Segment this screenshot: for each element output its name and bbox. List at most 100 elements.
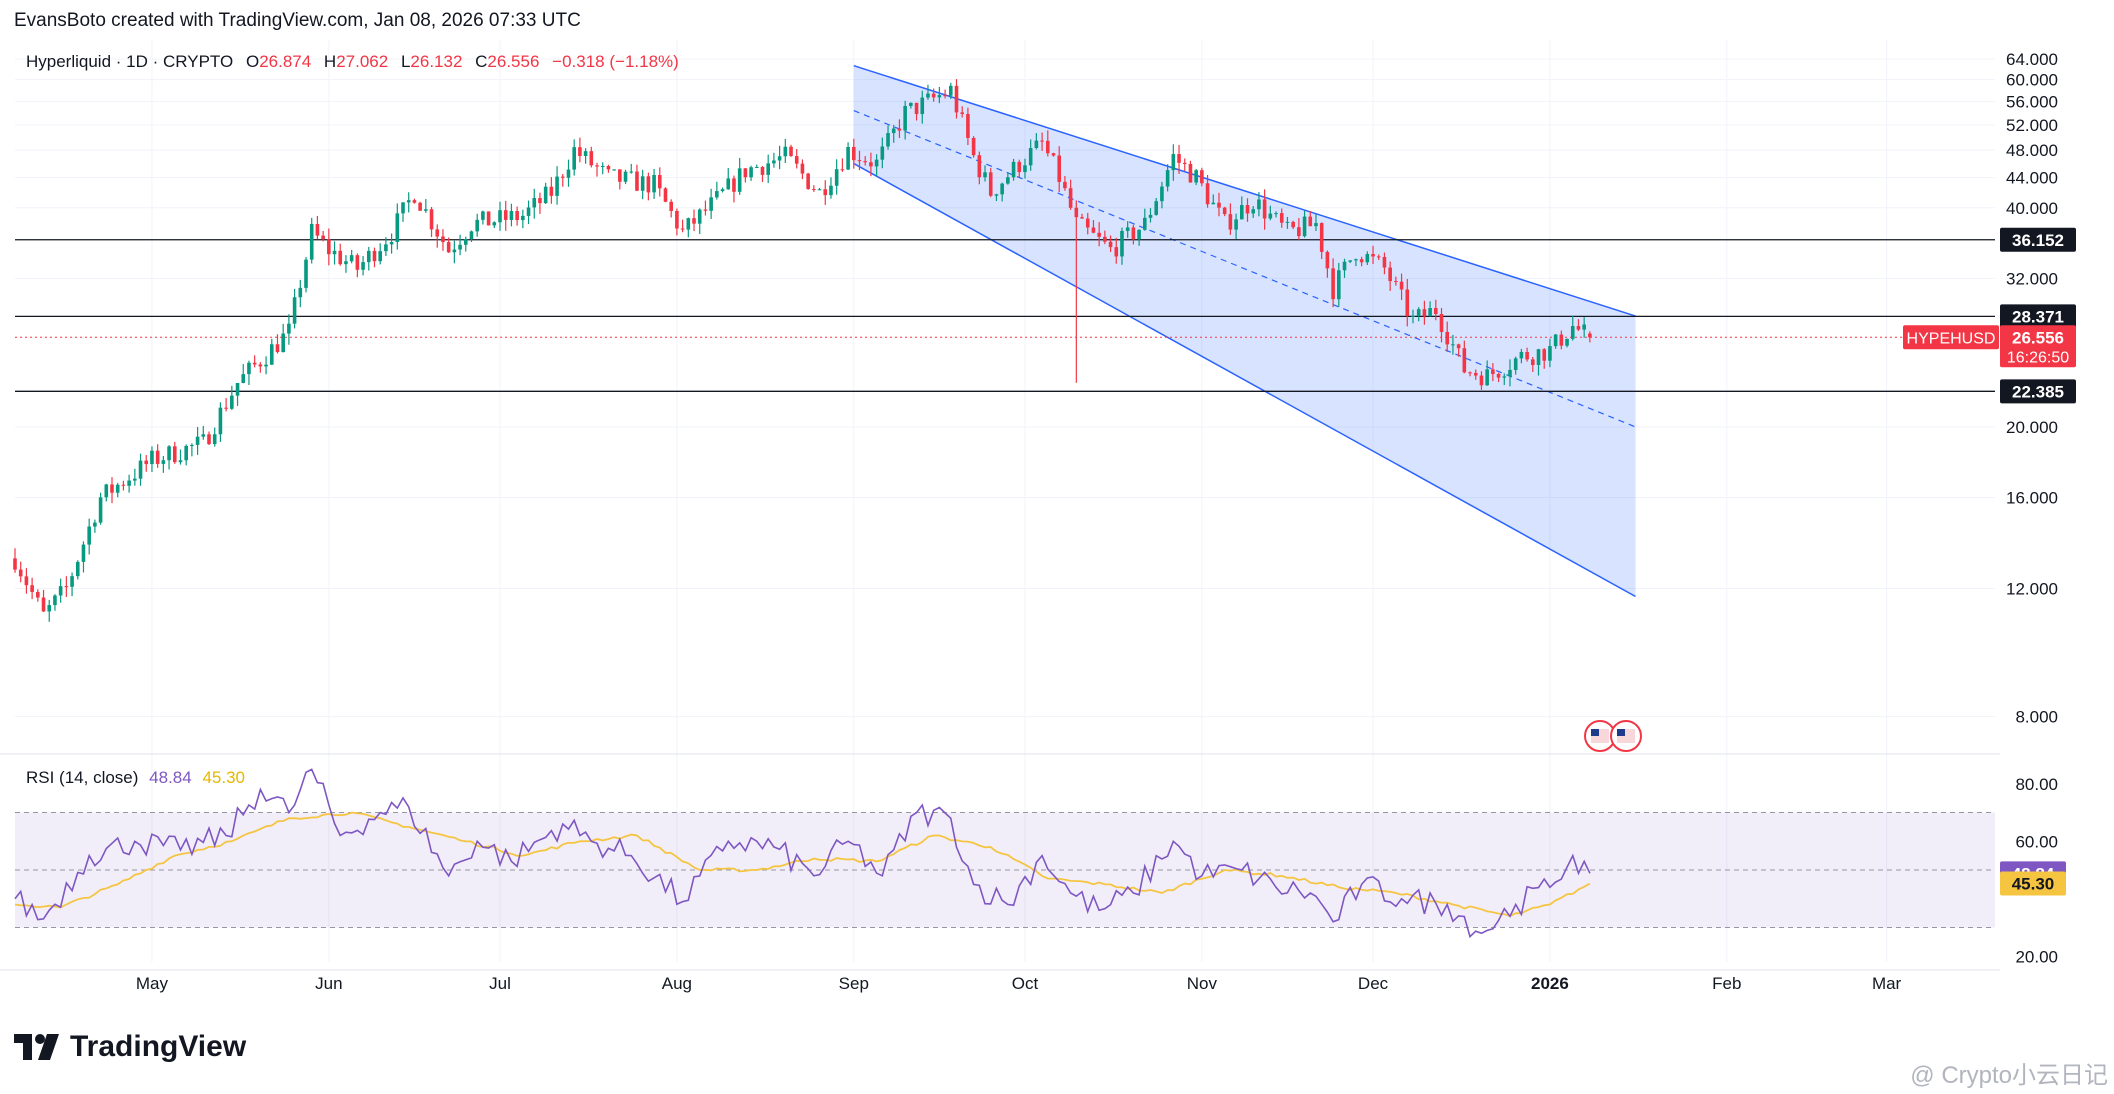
candle-body xyxy=(1302,216,1307,237)
candle-body xyxy=(800,163,805,174)
candle-body xyxy=(994,194,999,196)
candle-body xyxy=(1314,223,1318,227)
candle-body xyxy=(384,244,388,252)
candle-body xyxy=(1063,181,1067,189)
candle-body xyxy=(258,364,263,367)
candle-body xyxy=(1011,161,1016,178)
candle-body xyxy=(766,163,770,175)
candle-body xyxy=(1416,309,1421,316)
candle-body xyxy=(441,236,445,243)
candle-body xyxy=(1114,247,1119,257)
attribution: EvansBoto created with TradingView.com, … xyxy=(14,10,581,31)
candle-body xyxy=(652,175,656,193)
time-tick-label: May xyxy=(136,974,169,993)
symbol-label[interactable]: Hyperliquid · 1D · CRYPTO xyxy=(26,52,234,71)
candle-body xyxy=(24,576,29,586)
candle-body xyxy=(1085,218,1090,228)
last-price-value: 26.556 xyxy=(2012,328,2064,347)
candle-body xyxy=(515,211,519,221)
time-tick-label: 2026 xyxy=(1531,974,1569,993)
candle-body xyxy=(1205,183,1210,205)
candle-body xyxy=(1217,202,1221,208)
candle-body xyxy=(321,235,325,240)
candle-body xyxy=(406,200,411,203)
candle-body xyxy=(1297,227,1301,237)
candle-body xyxy=(1485,369,1489,386)
candle-body xyxy=(1548,346,1552,361)
candle-body xyxy=(1222,207,1227,215)
candle-body xyxy=(1588,333,1592,338)
candle-body xyxy=(53,595,57,606)
candle-body xyxy=(1051,153,1056,156)
candle-body xyxy=(1188,163,1193,183)
price-tick-label: 64.000 xyxy=(2006,50,2058,69)
candle-body xyxy=(1394,281,1398,283)
candle-body xyxy=(657,175,662,189)
candle-body xyxy=(127,480,131,486)
candle-body xyxy=(1473,372,1478,376)
candle-body xyxy=(966,113,970,138)
rsi-label[interactable]: RSI (14, close) xyxy=(26,768,139,787)
tradingview-logo[interactable]: TradingView xyxy=(14,1030,246,1064)
candle-body xyxy=(1531,359,1535,365)
candle-body xyxy=(150,450,154,465)
candle-body xyxy=(315,223,320,236)
candle-body xyxy=(1536,349,1541,365)
rsi-pane: 48.84 45.30 xyxy=(14,768,2066,939)
candle-body xyxy=(909,102,913,106)
candle-body xyxy=(372,250,377,262)
candle-body xyxy=(600,166,605,168)
candle-body xyxy=(526,207,531,216)
candle-body xyxy=(829,185,833,196)
candle-body xyxy=(806,173,810,189)
candle-body xyxy=(475,219,479,232)
candle-body xyxy=(532,198,537,208)
time-tick-label: Nov xyxy=(1187,974,1218,993)
candle-body xyxy=(1103,236,1107,242)
candle-body xyxy=(1177,154,1181,163)
candle-body xyxy=(275,344,280,353)
candle-body xyxy=(104,484,109,498)
candle-body xyxy=(1319,223,1324,252)
candle-body xyxy=(1399,281,1404,290)
candle-body xyxy=(287,323,291,334)
time-tick-label: Jul xyxy=(489,974,511,993)
candle-body xyxy=(344,261,348,265)
channel-lower-line xyxy=(853,162,1636,598)
candle-body xyxy=(846,146,850,170)
candle-body xyxy=(195,436,200,445)
rsi-ma-badge xyxy=(2000,871,2066,896)
candle-body xyxy=(640,176,645,191)
candle-body xyxy=(840,169,845,171)
candle-body xyxy=(543,186,548,204)
candle-body xyxy=(1582,324,1586,330)
candle-body xyxy=(161,460,166,464)
candle-body xyxy=(1513,358,1518,370)
rsi-ma-badge-label: 45.30 xyxy=(2012,875,2055,894)
candle-body xyxy=(566,169,571,178)
candle-body xyxy=(851,146,856,161)
candle-body xyxy=(1382,256,1387,268)
candle-body xyxy=(635,171,639,191)
candle-body xyxy=(509,211,514,220)
candle-body xyxy=(1354,259,1358,261)
candle-body xyxy=(144,460,149,465)
candle-body xyxy=(18,569,23,577)
candle-body xyxy=(87,526,91,545)
candle-body xyxy=(743,168,748,178)
candle-body xyxy=(1240,205,1244,220)
candle-body xyxy=(1376,256,1381,258)
candle-body xyxy=(606,166,611,170)
tradingview-logo-icon xyxy=(14,1034,59,1060)
candle-body xyxy=(1462,348,1467,373)
candle-body xyxy=(486,211,491,226)
candle-body xyxy=(281,333,285,353)
price-tick-label: 16.000 xyxy=(2006,489,2058,508)
last-price-badge xyxy=(2000,325,2076,368)
candle-body xyxy=(629,171,634,173)
candle-body xyxy=(201,434,206,437)
candle-body xyxy=(1445,331,1450,345)
candle-body xyxy=(703,209,708,211)
candle-body xyxy=(937,95,942,98)
candle-body xyxy=(463,238,468,245)
